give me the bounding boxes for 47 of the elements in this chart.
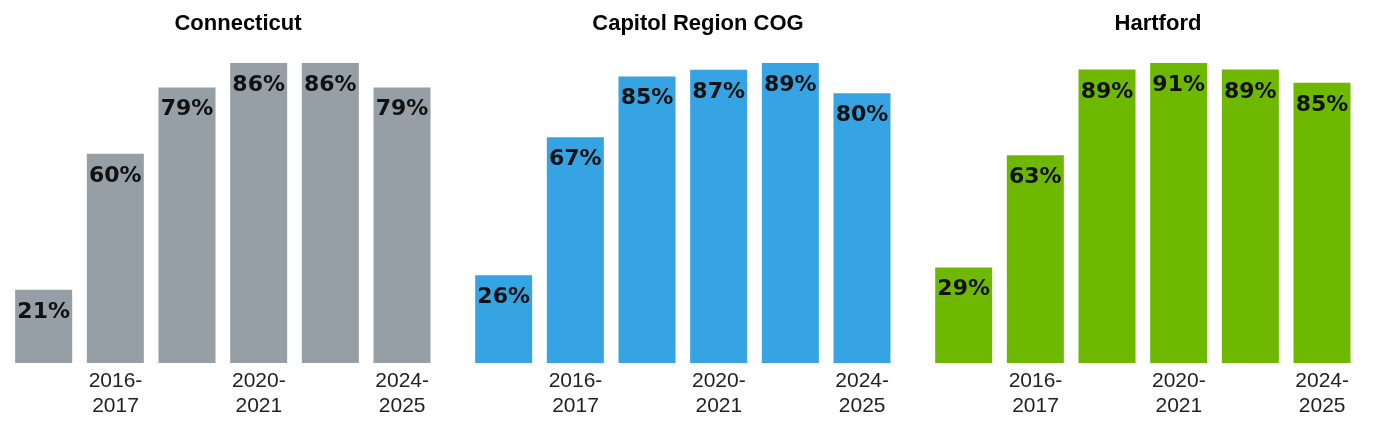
data-label: 67% [549, 145, 602, 171]
x-tick-label: 2016-2017 [548, 368, 603, 416]
x-tick-label: 2016-2017 [88, 368, 143, 416]
bar [301, 63, 359, 363]
x-tick-label: 2024-2025 [1295, 368, 1350, 416]
x-tick-label: 2024-2025 [375, 368, 430, 416]
data-label: 86% [232, 71, 285, 96]
data-label: 85% [1295, 90, 1349, 116]
data-label: 26% [477, 283, 530, 309]
data-label: 63% [1009, 163, 1062, 189]
data-label: 79% [160, 95, 214, 121]
bar [1221, 69, 1279, 363]
bar [475, 275, 533, 363]
data-label: 86% [304, 71, 357, 96]
bar [373, 87, 431, 363]
data-label: 85% [620, 84, 674, 110]
data-label: 89% [764, 71, 817, 96]
x-tick-label: 2020-2021 [1151, 368, 1206, 416]
data-label: 89% [1224, 77, 1277, 103]
bar [1150, 63, 1208, 363]
x-tick-label: 2024-2025 [835, 368, 890, 416]
data-label: 80% [835, 101, 889, 127]
chart-title: Connecticut [173, 9, 303, 37]
bar [1006, 155, 1064, 363]
bar [158, 87, 216, 363]
bar [1078, 69, 1136, 363]
bar [761, 63, 819, 363]
x-tick-label: 2020-2021 [231, 368, 286, 416]
bar [690, 69, 748, 363]
x-tick-label: 2020-2021 [691, 368, 746, 416]
bar [935, 267, 993, 363]
chart-title: Capitol Region COG [591, 9, 805, 37]
data-label: 29% [937, 275, 990, 301]
data-label: 21% [17, 297, 70, 323]
data-label: 87% [692, 77, 745, 103]
data-label: 91% [1152, 71, 1205, 96]
data-label: 79% [375, 95, 429, 121]
data-label: 89% [1080, 77, 1134, 103]
bar [86, 153, 144, 363]
data-label: 60% [89, 161, 142, 187]
chart-title: Hartford [1113, 9, 1203, 37]
bar [618, 76, 676, 363]
bar [230, 63, 288, 363]
bar [1293, 82, 1351, 363]
bar [833, 93, 891, 363]
bar [546, 137, 604, 363]
x-tick-label: 2016-2017 [1008, 368, 1063, 416]
